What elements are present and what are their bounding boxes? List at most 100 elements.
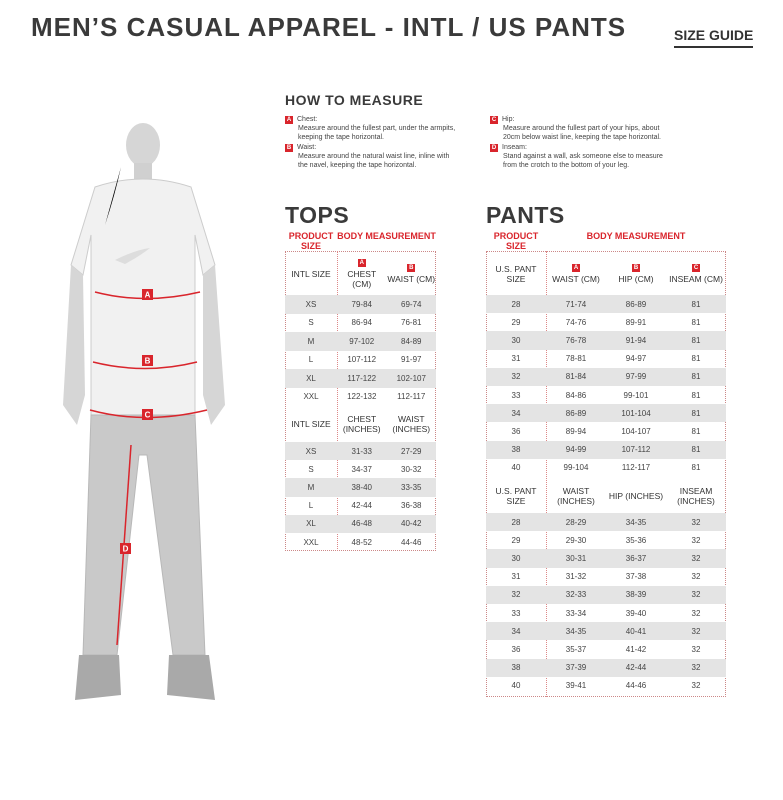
measure-item-inseam: D Inseam: Stand against a wall, ask someon… [490,143,665,170]
pants-body-measurement-header: BODY MEASUREMENT [586,231,686,241]
tops-cm-row: S 86-94 76-81 [285,314,436,333]
measurement-cell: 32 [691,517,701,527]
pants-header-cell: U.S. PANT SIZE [486,486,546,506]
pants-inches-row: 33 33-34 39-40 32 [486,604,726,622]
tops-table: PRODUCT SIZE BODY MEASUREMENT INTL SIZE A CH… [285,231,436,551]
measure-desc: Measure around the fullest part, under t… [298,125,456,141]
measure-label: Waist: [297,144,317,151]
measurement-cell: 34-35 [625,517,647,527]
tops-column-divider [337,251,338,551]
measurement-cell: 89-91 [625,317,647,327]
measurement-cell: 81 [691,335,701,345]
measurement-cell: 84-89 [401,336,422,346]
measurement-cell: 33-35 [401,482,422,492]
size-cell: 32 [511,590,521,600]
pants-column-divider [546,251,547,697]
pants-cm-row: 32 81-84 97-99 81 [486,367,726,386]
pants-header-cell: INSEAM (INCHES) [666,486,726,506]
measurement-cell: 32 [691,572,701,582]
pants-header-text: HIP (CM) [618,274,654,284]
size-guide-label: SIZE GUIDE [674,27,754,48]
measurement-cell: 104-107 [621,426,651,436]
size-cell: 34 [511,626,521,636]
measurement-cell: 117-122 [347,373,377,383]
pants-cm-row: 29 74-76 89-91 81 [486,313,726,331]
measurement-cell: 86-89 [625,299,647,309]
how-to-measure-heading: HOW TO MEASURE [285,92,424,108]
size-cell: 31 [511,354,521,364]
tops-table-border [285,251,436,551]
size-cell: XL [306,519,316,529]
measurement-cell: 32 [691,663,701,673]
tops-product-size-header: PRODUCT SIZE [288,231,334,251]
measurement-cell: 39-40 [625,608,647,618]
size-cell: M [307,336,315,346]
badge-b: B [407,264,416,272]
tops-header-text: CHEST (INCHES) [342,414,381,434]
measurement-cell: 81 [691,463,701,473]
measurement-cell: 37-38 [625,572,647,582]
measurement-cell: 81 [691,408,701,418]
size-cell: 33 [511,608,521,618]
size-cell: 33 [511,390,521,400]
tops-header-cell: A CHEST (CM) [337,259,387,289]
pants-product-size-header: PRODUCT SIZE [493,231,539,251]
measurement-cell: 34-35 [565,626,587,636]
pants-header-cell: B HIP (CM) [606,264,666,284]
measurement-cell: 42-44 [625,663,647,673]
measurement-cell: 30-31 [565,553,587,563]
measurement-cell: 32 [691,681,701,691]
figure-label-c: C [145,411,151,420]
badge-b: B [632,264,640,272]
measurement-cell: 30-32 [401,464,422,474]
measurement-cell: 42-44 [351,501,372,511]
size-cell: XXL [303,537,319,547]
pants-inches-row: 31 31-32 37-38 32 [486,568,726,586]
measurement-cell: 38-39 [625,590,647,600]
measure-item-hip: C Hip: Measure around the fullest part of … [490,115,665,142]
tops-heading: TOPS [285,202,350,228]
tops-header-cell: CHEST (INCHES) [337,414,387,434]
pants-header-text: HIP (INCHES) [608,491,664,501]
measurement-cell: 28-29 [565,517,587,527]
pants-cm-header-row: U.S. PANT SIZE A WAIST (CM) B HIP (CM) C INSEA… [486,255,726,293]
tops-header-text: INTL SIZE [291,269,331,279]
tops-cm-row: XL 117-122 102-107 [285,369,436,388]
size-cell: 31 [511,572,521,582]
measure-item-waist: B Waist: Measure around the natural waist … [285,143,460,170]
size-cell: 30 [511,553,521,563]
measurement-cell: 97-102 [349,336,375,346]
size-cell: 36 [511,644,521,654]
tops-inches-row: L 42-44 36-38 [285,497,436,515]
size-cell: 29 [511,317,521,327]
size-cell: XL [306,373,316,383]
pants-cm-row: 36 89-94 104-107 81 [486,422,726,440]
tops-cm-header-row: INTL SIZE A CHEST (CM) B WAIST (CM) [285,255,436,293]
measurement-cell: 41-42 [625,644,647,654]
tops-cm-row: M 97-102 84-89 [285,332,436,351]
model-silhouette [63,123,225,700]
measurement-cell: 32 [691,535,701,545]
measurement-cell: 35-36 [625,535,647,545]
size-cell: 32 [511,372,521,382]
measurement-cell: 81 [691,445,701,455]
measurement-cell: 81 [691,426,701,436]
pants-header-cell: HIP (INCHES) [606,491,666,501]
measurement-cell: 36-38 [401,501,422,511]
pants-header-cell: A WAIST (CM) [546,264,606,284]
tops-header-cell: WAIST (INCHES) [387,414,437,434]
tops-inches-row: M 38-40 33-35 [285,478,436,497]
measurement-cell: 48-52 [351,537,372,547]
figure-label-b: B [145,357,151,366]
size-cell: 40 [511,463,521,473]
measurement-cell: 101-104 [621,408,651,418]
measurement-cell: 81 [691,354,701,364]
measurement-cell: 35-37 [565,644,587,654]
measurement-cell: 32 [691,626,701,636]
measurement-cell: 76-81 [401,318,422,328]
size-cell: XS [305,299,317,309]
measurement-cell: 112-117 [397,392,426,402]
measurement-cell: 32 [691,644,701,654]
pants-inches-row: 36 35-37 41-42 32 [486,640,726,658]
tops-header-cell: INTL SIZE [285,269,337,279]
